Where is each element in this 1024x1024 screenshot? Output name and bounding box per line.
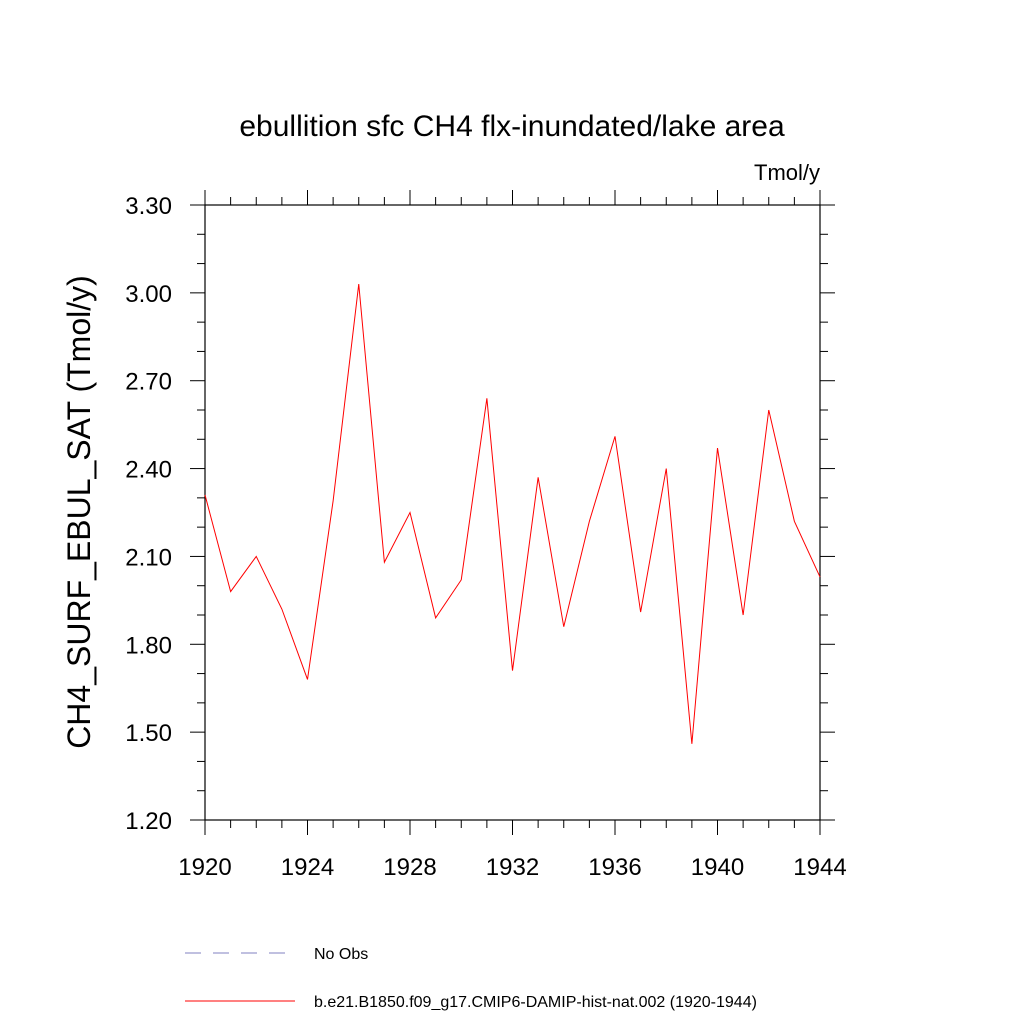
x-tick-label: 1936 [588,854,641,881]
x-tick-label: 1932 [486,854,539,881]
chart-title: ebullition sfc CH4 flx-inundated/lake ar… [239,110,785,143]
y-tick-label: 2.40 [125,457,172,484]
y-tick-label: 1.50 [125,720,172,747]
y-tick-label: 3.00 [125,281,172,308]
legend-label-model-run: b.e21.B1850.f09_g17.CMIP6-DAMIP-hist-nat… [314,994,757,1011]
series-layer [204,284,821,744]
legend: No Obs b.e21.B1850.f09_g17.CMIP6-DAMIP-h… [185,946,757,1011]
x-tick-label: 1920 [178,854,231,881]
x-tick-label: 1928 [383,854,436,881]
x-tick-labels: 1920 1924 1928 1932 1936 1940 1944 [178,854,846,881]
y-tick-label: 2.10 [125,544,172,571]
x-tick-label: 1944 [793,854,846,881]
y-tick-label: 3.30 [125,193,172,220]
y-tick-label: 1.80 [125,632,172,659]
legend-label-no-obs: No Obs [314,946,368,963]
axis-ticks [190,190,835,835]
y-axis-label: CH4_SURF_EBUL_SAT (Tmol/y) [61,275,97,749]
y-tick-label: 2.70 [125,369,172,396]
series-line-0 [204,284,821,744]
y-tick-labels: 1.20 1.50 1.80 2.10 2.40 2.70 3.00 3.30 [125,193,172,835]
x-tick-label: 1924 [281,854,334,881]
units-label: Tmol/y [754,160,820,185]
x-tick-label: 1940 [691,854,744,881]
y-tick-label: 1.20 [125,808,172,835]
